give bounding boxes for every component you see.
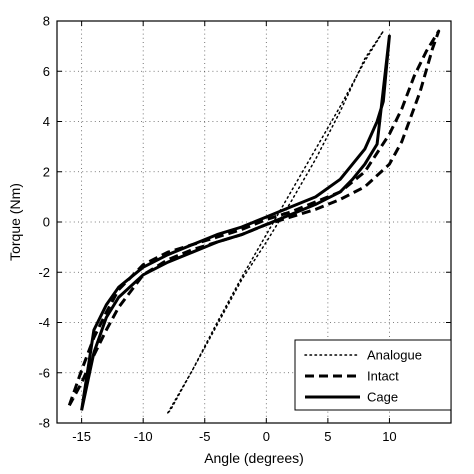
x-tick-label: -15 — [72, 429, 91, 444]
y-tick-label: 2 — [43, 164, 50, 179]
series-line-analogue — [167, 30, 385, 414]
y-tick-label: 4 — [43, 114, 50, 129]
legend-items: Analogue Intact Cage — [304, 348, 422, 405]
y-tick-label: -6 — [38, 365, 50, 380]
x-tick-label: -10 — [134, 429, 153, 444]
x-axis-title: Angle (degrees) — [204, 450, 304, 466]
y-tick-label: 8 — [43, 14, 50, 29]
y-axis-title: Torque (Nm) — [7, 183, 23, 261]
series-line-cage — [80, 34, 391, 411]
y-tick-label: -8 — [38, 416, 50, 431]
y-tick-label: -4 — [38, 315, 50, 330]
x-tick-label: -5 — [199, 429, 211, 444]
x-tick-label: 5 — [324, 429, 331, 444]
y-tick-label: -2 — [38, 265, 50, 280]
legend-label-cage: Cage — [367, 390, 398, 405]
x-tick-label: 0 — [263, 429, 270, 444]
axis-ticks — [57, 20, 451, 424]
legend: Analogue Intact Cage — [294, 339, 452, 411]
series-line-intact — [67, 29, 441, 407]
axis-tick-labels: -15 -10 -5 0 5 10 -8 -6 -4 -2 0 2 4 6 8 — [38, 14, 396, 445]
plot-series — [67, 29, 441, 414]
legend-label-intact: Intact — [367, 369, 399, 384]
y-tick-label: 0 — [43, 215, 50, 230]
legend-label-analogue: Analogue — [367, 348, 422, 363]
x-tick-label: 10 — [382, 429, 396, 444]
y-tick-label: 6 — [43, 64, 50, 79]
